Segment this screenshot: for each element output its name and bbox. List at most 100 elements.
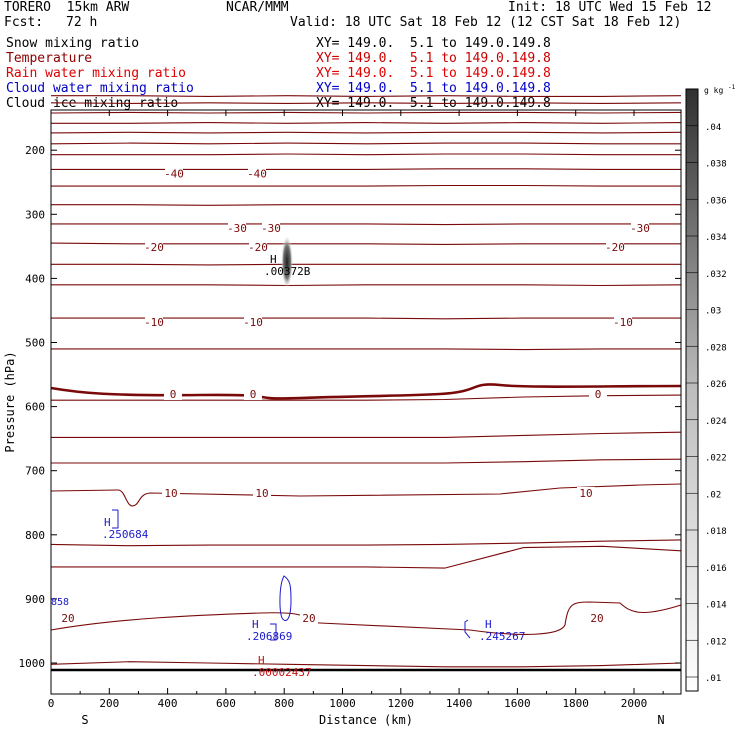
colorbar-unit-exponent: -1 bbox=[728, 84, 736, 91]
temperature-contour bbox=[51, 263, 681, 266]
contour-label-minus20: -20 bbox=[605, 241, 625, 254]
model-center: NCAR/MMM bbox=[226, 0, 289, 15]
colorbar-tick-label: .04 bbox=[705, 123, 721, 133]
contour-label-twenty: 20 bbox=[590, 612, 603, 625]
colorbar-tick-label: .028 bbox=[705, 343, 727, 353]
model-name: TORERO 15km ARW bbox=[4, 0, 130, 15]
init-time: Init: 18 UTC Wed 15 Feb 12 bbox=[508, 0, 712, 15]
contour-label-bg bbox=[577, 487, 595, 499]
temperature-contour bbox=[50, 111, 682, 114]
field-xy-snow: XY= 149.0. 5.1 to 149.0.149.8 bbox=[316, 36, 551, 51]
contour-label-bg bbox=[165, 167, 183, 180]
temperature-contour bbox=[50, 142, 681, 145]
cloud-water-contour bbox=[464, 619, 471, 639]
y-tick-label: 200 bbox=[25, 144, 45, 157]
contour-label-bg bbox=[588, 612, 606, 624]
forecast-label: Fcst: bbox=[4, 15, 44, 30]
south-label: S bbox=[81, 713, 88, 727]
contour-label-bg bbox=[162, 487, 180, 499]
colorbar-tick-label: .03 bbox=[705, 307, 721, 317]
contour-label-minus30: -30 bbox=[261, 222, 281, 235]
contour-label-bg bbox=[59, 612, 77, 624]
colorbar-tick-label: .034 bbox=[705, 233, 727, 243]
y-tick-label: 600 bbox=[25, 401, 45, 414]
contour-label-minus10: -10 bbox=[144, 316, 164, 329]
temperature-contour bbox=[51, 122, 682, 124]
temperature-contour bbox=[50, 539, 682, 547]
field-xy-cloud-water: XY= 149.0. 5.1 to 149.0.149.8 bbox=[316, 81, 551, 96]
contour-label-bg bbox=[631, 221, 649, 234]
contour-label-bg bbox=[248, 167, 266, 180]
north-label: N bbox=[657, 713, 664, 727]
contour-label-minus40: -40 bbox=[164, 167, 184, 180]
x-tick-label: 800 bbox=[274, 697, 294, 710]
y-tick-label: 300 bbox=[25, 208, 45, 221]
field-name-rain: Rain water mixing ratio bbox=[6, 66, 187, 81]
contour-label-bg bbox=[614, 316, 632, 329]
cloud-water-max-value: .245267 bbox=[479, 630, 525, 643]
contour-label-bg bbox=[164, 388, 182, 400]
colorbar-tick-label: .02 bbox=[705, 490, 721, 500]
contour-label-twenty: 20 bbox=[61, 612, 74, 625]
forecast-hours: 72 h bbox=[66, 15, 98, 30]
temperature-contour bbox=[51, 394, 682, 401]
contour-label-minus10: -10 bbox=[243, 316, 263, 329]
contour-label-ten: 10 bbox=[579, 487, 592, 500]
colorbar-tick-label: .012 bbox=[705, 637, 727, 647]
contour-label-ten: 10 bbox=[255, 487, 268, 500]
field-xy-rain: XY= 149.0. 5.1 to 149.0.149.8 bbox=[316, 66, 551, 81]
colorbar-tick-label: .014 bbox=[705, 601, 727, 611]
temperature-contours: -40 -40-30 -30 -30-20 -20 -20-10 -10 -100 0 010 10… bbox=[50, 95, 682, 672]
contour-label-minus20: -20 bbox=[144, 241, 164, 254]
field-name-cloud-water: Cloud water mixing ratio bbox=[6, 81, 194, 96]
colorbar-tick-label: .032 bbox=[705, 270, 727, 280]
x-tick-label: 0 bbox=[48, 697, 55, 710]
temperature-contour bbox=[51, 223, 681, 226]
x-tick-label: 1000 bbox=[329, 697, 356, 710]
contour-label-zero: 0 bbox=[250, 388, 257, 401]
x-tick-label: 2000 bbox=[621, 697, 648, 710]
temperature-contour bbox=[51, 458, 682, 464]
y-tick-label: 500 bbox=[25, 337, 45, 350]
temperature-contour bbox=[51, 168, 681, 170]
colorbar-scale bbox=[685, 88, 699, 692]
rain-max-value: .00002437 bbox=[252, 666, 312, 679]
x-tick-label: 1200 bbox=[388, 697, 415, 710]
colorbar-tick-label: .018 bbox=[705, 527, 727, 537]
temperature-contour bbox=[50, 131, 682, 134]
contour-label-bg bbox=[589, 388, 607, 400]
colorbar-tick-label: .016 bbox=[705, 564, 727, 574]
contour-label-zero: 0 bbox=[170, 388, 177, 401]
contour-label-bg bbox=[244, 388, 262, 400]
valid-time: Valid: 18 UTC Sat 18 Feb 12 (12 CST Sat … bbox=[290, 15, 682, 30]
plot-frame bbox=[50, 109, 682, 695]
x-tick-label: 200 bbox=[99, 697, 119, 710]
contour-label-bg bbox=[253, 487, 271, 499]
contour-label-bg bbox=[145, 241, 163, 254]
contour-label-ten: 10 bbox=[164, 487, 177, 500]
colorbar-tick-label: .022 bbox=[705, 454, 727, 464]
temperature-contour bbox=[51, 184, 681, 187]
cloud-water-max-marker: H bbox=[252, 618, 259, 631]
contour-label-bg bbox=[249, 241, 267, 254]
snow-shading bbox=[281, 235, 293, 289]
field-name-snow: Snow mixing ratio bbox=[6, 36, 140, 51]
contour-label-bg bbox=[244, 316, 262, 329]
twenty-isotherm bbox=[50, 601, 682, 635]
field-name-temperature: Temperature bbox=[6, 51, 93, 66]
cloud-water-contour bbox=[270, 623, 277, 641]
mixing-ratio-overlays: H.00372BH.250684H.206869H.245267858H.000… bbox=[51, 235, 525, 679]
contour-label-minus30: -30 bbox=[227, 222, 247, 235]
temperature-contour bbox=[51, 545, 682, 569]
y-tick-label: 1000 bbox=[19, 657, 46, 670]
colorbar-tick-label: .024 bbox=[705, 417, 727, 427]
temperature-contour bbox=[50, 661, 682, 668]
cloud-water-max-marker: H bbox=[104, 516, 111, 529]
colorbar-unit: g kg bbox=[704, 86, 723, 95]
cloud-water-edge-value: 858 bbox=[51, 597, 69, 608]
contour-label-zero: 0 bbox=[595, 388, 602, 401]
colorbar-tick-label: .036 bbox=[705, 196, 727, 206]
rain-max-marker: H bbox=[258, 654, 265, 667]
ten-isotherm bbox=[50, 483, 682, 507]
temperature-contour bbox=[51, 95, 682, 97]
